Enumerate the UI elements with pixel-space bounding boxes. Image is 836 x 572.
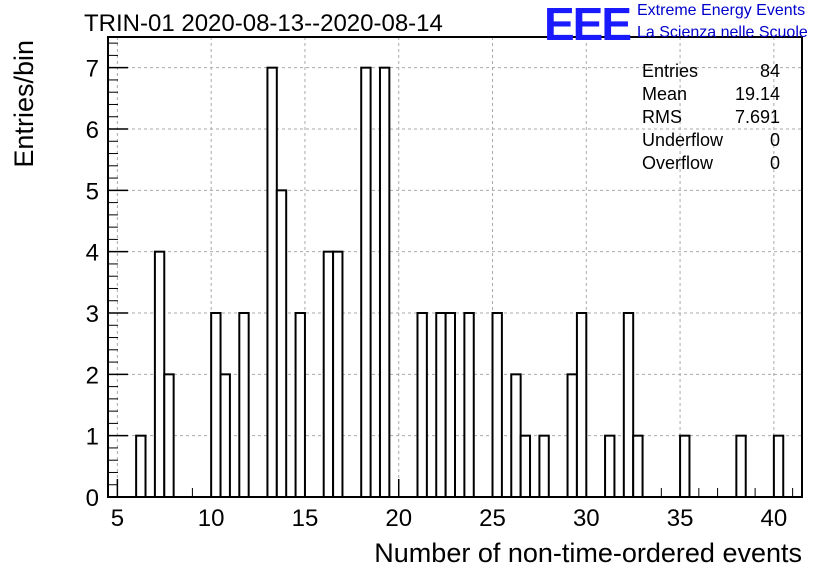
x-tick-label: 15	[292, 505, 319, 532]
eee-logo: EEE	[544, 0, 632, 50]
stat-row-mean: Mean 19.14	[642, 83, 780, 106]
x-axis-label: Number of non-time-ordered events	[374, 538, 802, 568]
histogram-bar	[219, 373, 231, 499]
histogram-bar	[679, 434, 691, 498]
histogram-bar	[463, 312, 475, 498]
y-tick-label: 3	[86, 301, 99, 328]
histogram-bar	[519, 434, 532, 498]
x-tick-label: 20	[385, 505, 412, 532]
stat-row-overflow: Overflow 0	[642, 152, 780, 175]
stat-row-underflow: Underflow 0	[642, 129, 780, 152]
chart-title: TRIN-01 2020-08-13--2020-08-14	[84, 10, 443, 37]
x-tick-label: 30	[573, 505, 600, 532]
y-tick-label: 7	[86, 56, 99, 83]
histogram-bar	[622, 312, 635, 498]
histogram-bar	[491, 312, 503, 498]
stat-value: 0	[769, 153, 780, 173]
histogram-bar	[294, 312, 306, 498]
histogram-bar	[153, 250, 166, 498]
logo-line-1: Extreme Energy Events	[637, 2, 806, 19]
histogram-bar	[444, 312, 456, 498]
stat-value: 19.14	[734, 84, 780, 104]
x-tick-label: 10	[198, 505, 225, 532]
y-tick-label: 2	[86, 362, 99, 389]
histogram-bar	[163, 373, 175, 499]
tick-labels: 5 10 15 20 25 30 35 40 0 1 2 3 4 5 6 7	[86, 56, 788, 532]
histogram-bar	[360, 66, 372, 499]
histogram-bar	[772, 434, 785, 498]
stat-row-rms: RMS 7.691	[642, 106, 780, 129]
stat-label: Mean	[642, 84, 688, 104]
x-tick-label: 35	[667, 505, 694, 532]
histogram-bar	[378, 66, 391, 499]
y-tick-label: 4	[86, 240, 99, 267]
histogram-bar	[266, 66, 278, 499]
logo-line-2: La Scienza nelle Scuole	[637, 24, 808, 41]
histogram-bar	[510, 373, 522, 499]
stat-value: 84	[759, 61, 780, 81]
histogram-bar	[538, 434, 550, 498]
stat-label: Underflow	[642, 130, 724, 150]
histogram-bar	[575, 312, 588, 498]
histogram-bar	[210, 312, 222, 498]
y-tick-label: 1	[86, 424, 99, 451]
histogram-bar	[275, 189, 288, 498]
x-tick-label: 5	[111, 505, 124, 532]
histogram-bar	[238, 312, 250, 498]
stats-box: Entries 84 Mean 19.14 RMS 7.691 Underflo…	[642, 60, 780, 175]
histogram-bar	[435, 312, 447, 498]
histogram-bar	[332, 250, 344, 498]
y-tick-label: 5	[86, 178, 99, 205]
stat-label: Overflow	[642, 153, 714, 173]
stat-label: Entries	[642, 61, 699, 81]
axis-ticks	[108, 42, 794, 498]
y-tick-label: 6	[86, 117, 99, 144]
histogram-bar	[566, 373, 578, 499]
histogram-bar	[735, 434, 747, 498]
histogram-bar	[322, 250, 335, 498]
y-tick-label: 0	[86, 485, 99, 512]
x-tick-label: 25	[479, 505, 506, 532]
stat-row-entries: Entries 84	[642, 60, 780, 83]
y-axis-label: Entries/bin	[9, 40, 39, 168]
histogram-bar	[632, 434, 644, 498]
stat-value: 0	[769, 130, 780, 150]
stat-value: 7.691	[734, 107, 780, 127]
histogram-bar	[604, 434, 616, 498]
histogram-bar	[135, 434, 147, 498]
stat-label: RMS	[642, 107, 682, 127]
x-tick-label: 40	[761, 505, 788, 532]
histogram-bar	[416, 312, 428, 498]
